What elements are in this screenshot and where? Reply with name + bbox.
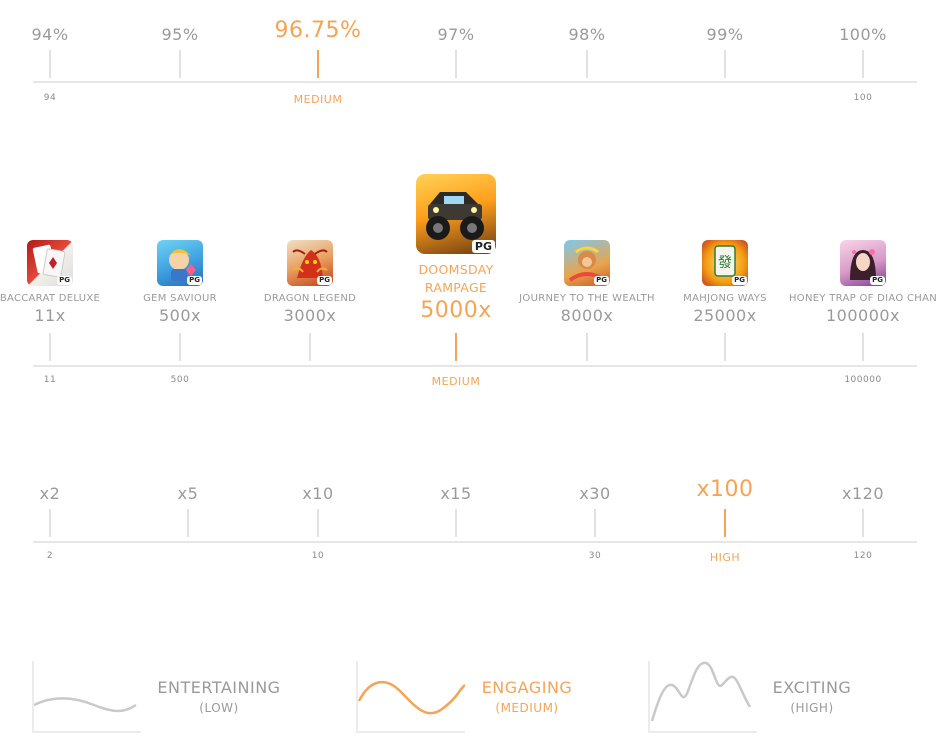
pg-badge: PG: [732, 276, 747, 285]
win-tick: [586, 333, 588, 361]
win-tick: [49, 333, 51, 361]
win-scale-max: 100000: [844, 375, 882, 385]
game-name-honey-trap: HONEY TRAP OF DIAO CHAN: [788, 293, 936, 304]
pg-badge: PG: [187, 276, 202, 285]
win-tick: [309, 333, 311, 361]
gem-hero-icon[interactable]: PG: [157, 240, 203, 286]
vol-level-label: HIGH: [709, 551, 741, 564]
vol-point-x10: x10: [302, 484, 334, 503]
vol-point-x120: x120: [841, 484, 885, 503]
vol-tick: [317, 509, 319, 537]
rtp-tick-active: [317, 50, 319, 78]
dragon-icon[interactable]: PG: [287, 240, 333, 286]
profile-sub-medium: (MEDIUM): [495, 701, 559, 715]
princess-icon[interactable]: PG: [840, 240, 886, 286]
profile-label-low: ENTERTAINING: [157, 678, 281, 697]
rtp-point-94: 94%: [31, 25, 69, 44]
vol-scale-30: 30: [588, 551, 602, 561]
vol-point-x2: x2: [39, 484, 61, 503]
win-tick-active: [455, 333, 457, 361]
rtp-scale-min: 94: [43, 93, 57, 103]
game-name-journey: JOURNEY TO THE WEALTH: [519, 293, 655, 304]
game-mult-journey: 8000x: [560, 306, 614, 325]
vol-tick: [862, 509, 864, 537]
vol-scale-10: 10: [311, 551, 325, 561]
vol-tick-active: [724, 509, 726, 537]
rtp-level-label: MEDIUM: [293, 93, 343, 106]
win-axis-line: [33, 365, 917, 367]
rtp-point-98: 98%: [568, 25, 606, 44]
profile-label-medium: ENGAGING: [481, 678, 573, 697]
vol-axis-line: [33, 541, 917, 543]
rtp-tick: [179, 50, 181, 78]
game-name-mahjong: MAHJONG WAYS: [683, 293, 767, 304]
medium-wave-icon: [356, 661, 465, 733]
vol-scale-2: 2: [46, 551, 54, 561]
high-peaks-icon: [648, 661, 757, 733]
vol-tick: [455, 509, 457, 537]
profile-label-high: EXCITING: [772, 678, 852, 697]
win-level-label: MEDIUM: [431, 375, 481, 388]
rtp-tick: [455, 50, 457, 78]
win-scale-mid: 500: [170, 375, 190, 385]
rtp-point-active: 96.75%: [274, 18, 362, 43]
vol-tick: [187, 509, 189, 537]
win-tick: [179, 333, 181, 361]
game-mult-honey-trap: 100000x: [825, 306, 901, 325]
vol-point-x5: x5: [177, 484, 199, 503]
pg-badge: PG: [870, 276, 885, 285]
baccarat-card-icon[interactable]: PG: [27, 240, 73, 286]
vol-scale-120: 120: [853, 551, 873, 561]
rtp-point-97: 97%: [437, 25, 475, 44]
game-mult-gem-saviour: 500x: [158, 306, 202, 325]
mahjong-tile-icon[interactable]: 發 PG: [702, 240, 748, 286]
game-name-dragon-legend: DRAGON LEGEND: [263, 293, 357, 304]
pg-badge: PG: [471, 240, 495, 253]
game-mult-active: 5000x: [420, 298, 492, 323]
vol-point-x30: x30: [579, 484, 611, 503]
vol-tick: [49, 509, 51, 537]
rtp-tick: [586, 50, 588, 78]
pg-badge: PG: [57, 276, 72, 285]
rtp-tick: [49, 50, 51, 78]
profile-sub-low: (LOW): [199, 701, 239, 715]
game-name-active: DOOMSDAY RAMPAGE: [418, 262, 494, 295]
low-wave-icon: [32, 661, 141, 733]
monster-truck-icon[interactable]: PG: [416, 174, 496, 254]
rtp-axis-line: [33, 81, 917, 83]
rtp-point-95: 95%: [161, 25, 199, 44]
svg-text:發: 發: [718, 255, 732, 271]
monkey-king-icon[interactable]: PG: [564, 240, 610, 286]
vol-tick: [594, 509, 596, 537]
game-mult-dragon-legend: 3000x: [283, 306, 337, 325]
rtp-point-99: 99%: [706, 25, 744, 44]
vol-point-active: x100: [696, 477, 754, 502]
vol-point-x15: x15: [440, 484, 472, 503]
game-mult-baccarat: 11x: [34, 306, 66, 325]
pg-badge: PG: [594, 276, 609, 285]
win-tick: [724, 333, 726, 361]
game-mult-mahjong: 25000x: [693, 306, 757, 325]
game-name-gem-saviour: GEM SAVIOUR: [143, 293, 217, 304]
rtp-tick: [724, 50, 726, 78]
win-scale-min: 11: [43, 375, 57, 385]
game-name-baccarat: BACCARAT DELUXE: [0, 293, 101, 304]
rtp-tick: [862, 50, 864, 78]
rtp-point-100: 100%: [839, 25, 887, 44]
win-tick: [862, 333, 864, 361]
profile-sub-high: (HIGH): [790, 701, 834, 715]
pg-badge: PG: [317, 276, 332, 285]
rtp-scale-max: 100: [853, 93, 873, 103]
